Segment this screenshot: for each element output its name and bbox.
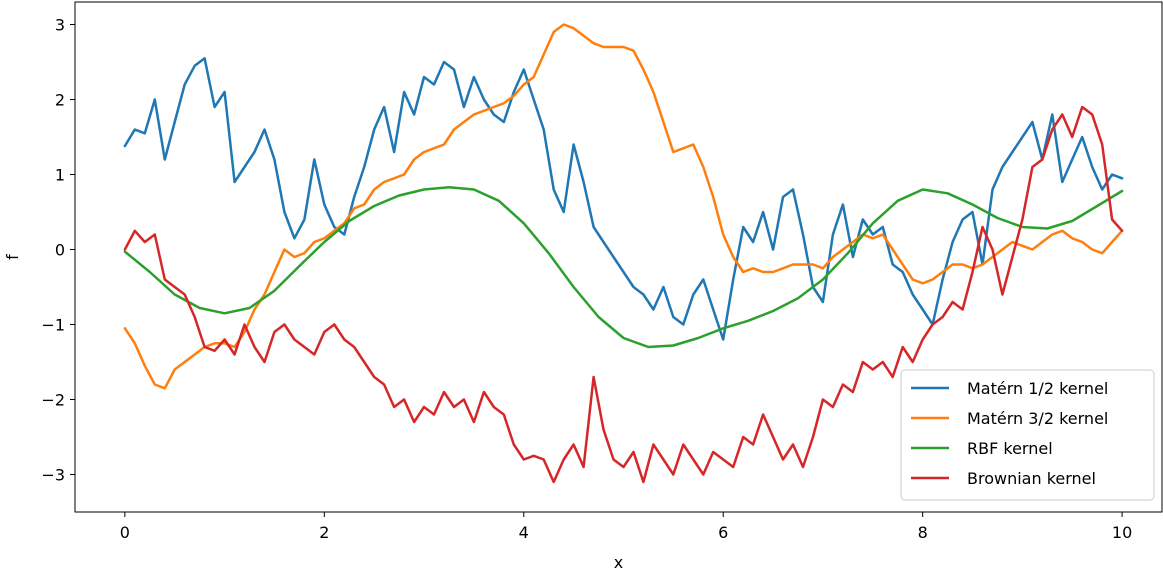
y-tick-label: 2	[55, 91, 65, 110]
y-tick-label: 3	[55, 16, 65, 35]
axes: 0 2 4 6 8 10 −3 −2 −1 0 1 2 3 x f	[3, 1, 1163, 572]
plot-frame	[74, 1, 1163, 513]
series-line-rbf-kernel	[123, 185, 1124, 349]
y-tick-label: 0	[55, 241, 65, 260]
series-line-brownian-kernel	[123, 105, 1124, 484]
series-line-mat-rn-1-2-kernel	[123, 57, 1124, 341]
plot-lines	[123, 23, 1124, 484]
y-tick-label: 1	[55, 166, 65, 185]
x-tick-label: 8	[918, 523, 928, 542]
x-axis-label: x	[614, 553, 623, 572]
legend-entry-brownian-kernel: Brownian kernel	[967, 469, 1096, 488]
y-tick-label: −2	[41, 391, 65, 410]
x-tick-label: 6	[718, 523, 728, 542]
y-axis-label: f	[3, 254, 22, 260]
x-tick-label: 4	[519, 523, 529, 542]
series-line-mat-rn-3-2-kernel	[123, 23, 1124, 390]
y-tick-label: −3	[41, 466, 65, 485]
legend-box	[900, 369, 1155, 501]
legend-entry-mat-rn-1-2-kernel: Matérn 1/2 kernel	[967, 379, 1108, 398]
x-tick-label: 10	[1112, 523, 1132, 542]
x-tick-label: 2	[319, 523, 329, 542]
y-tick-label: −1	[41, 316, 65, 335]
legend-entry-rbf-kernel: RBF kernel	[967, 439, 1053, 458]
x-tick-label: 0	[120, 523, 130, 542]
legend-entry-mat-rn-3-2-kernel: Matérn 3/2 kernel	[967, 409, 1108, 428]
legend: Matérn 1/2 kernel Matérn 3/2 kernel RBF ke…	[900, 369, 1155, 501]
